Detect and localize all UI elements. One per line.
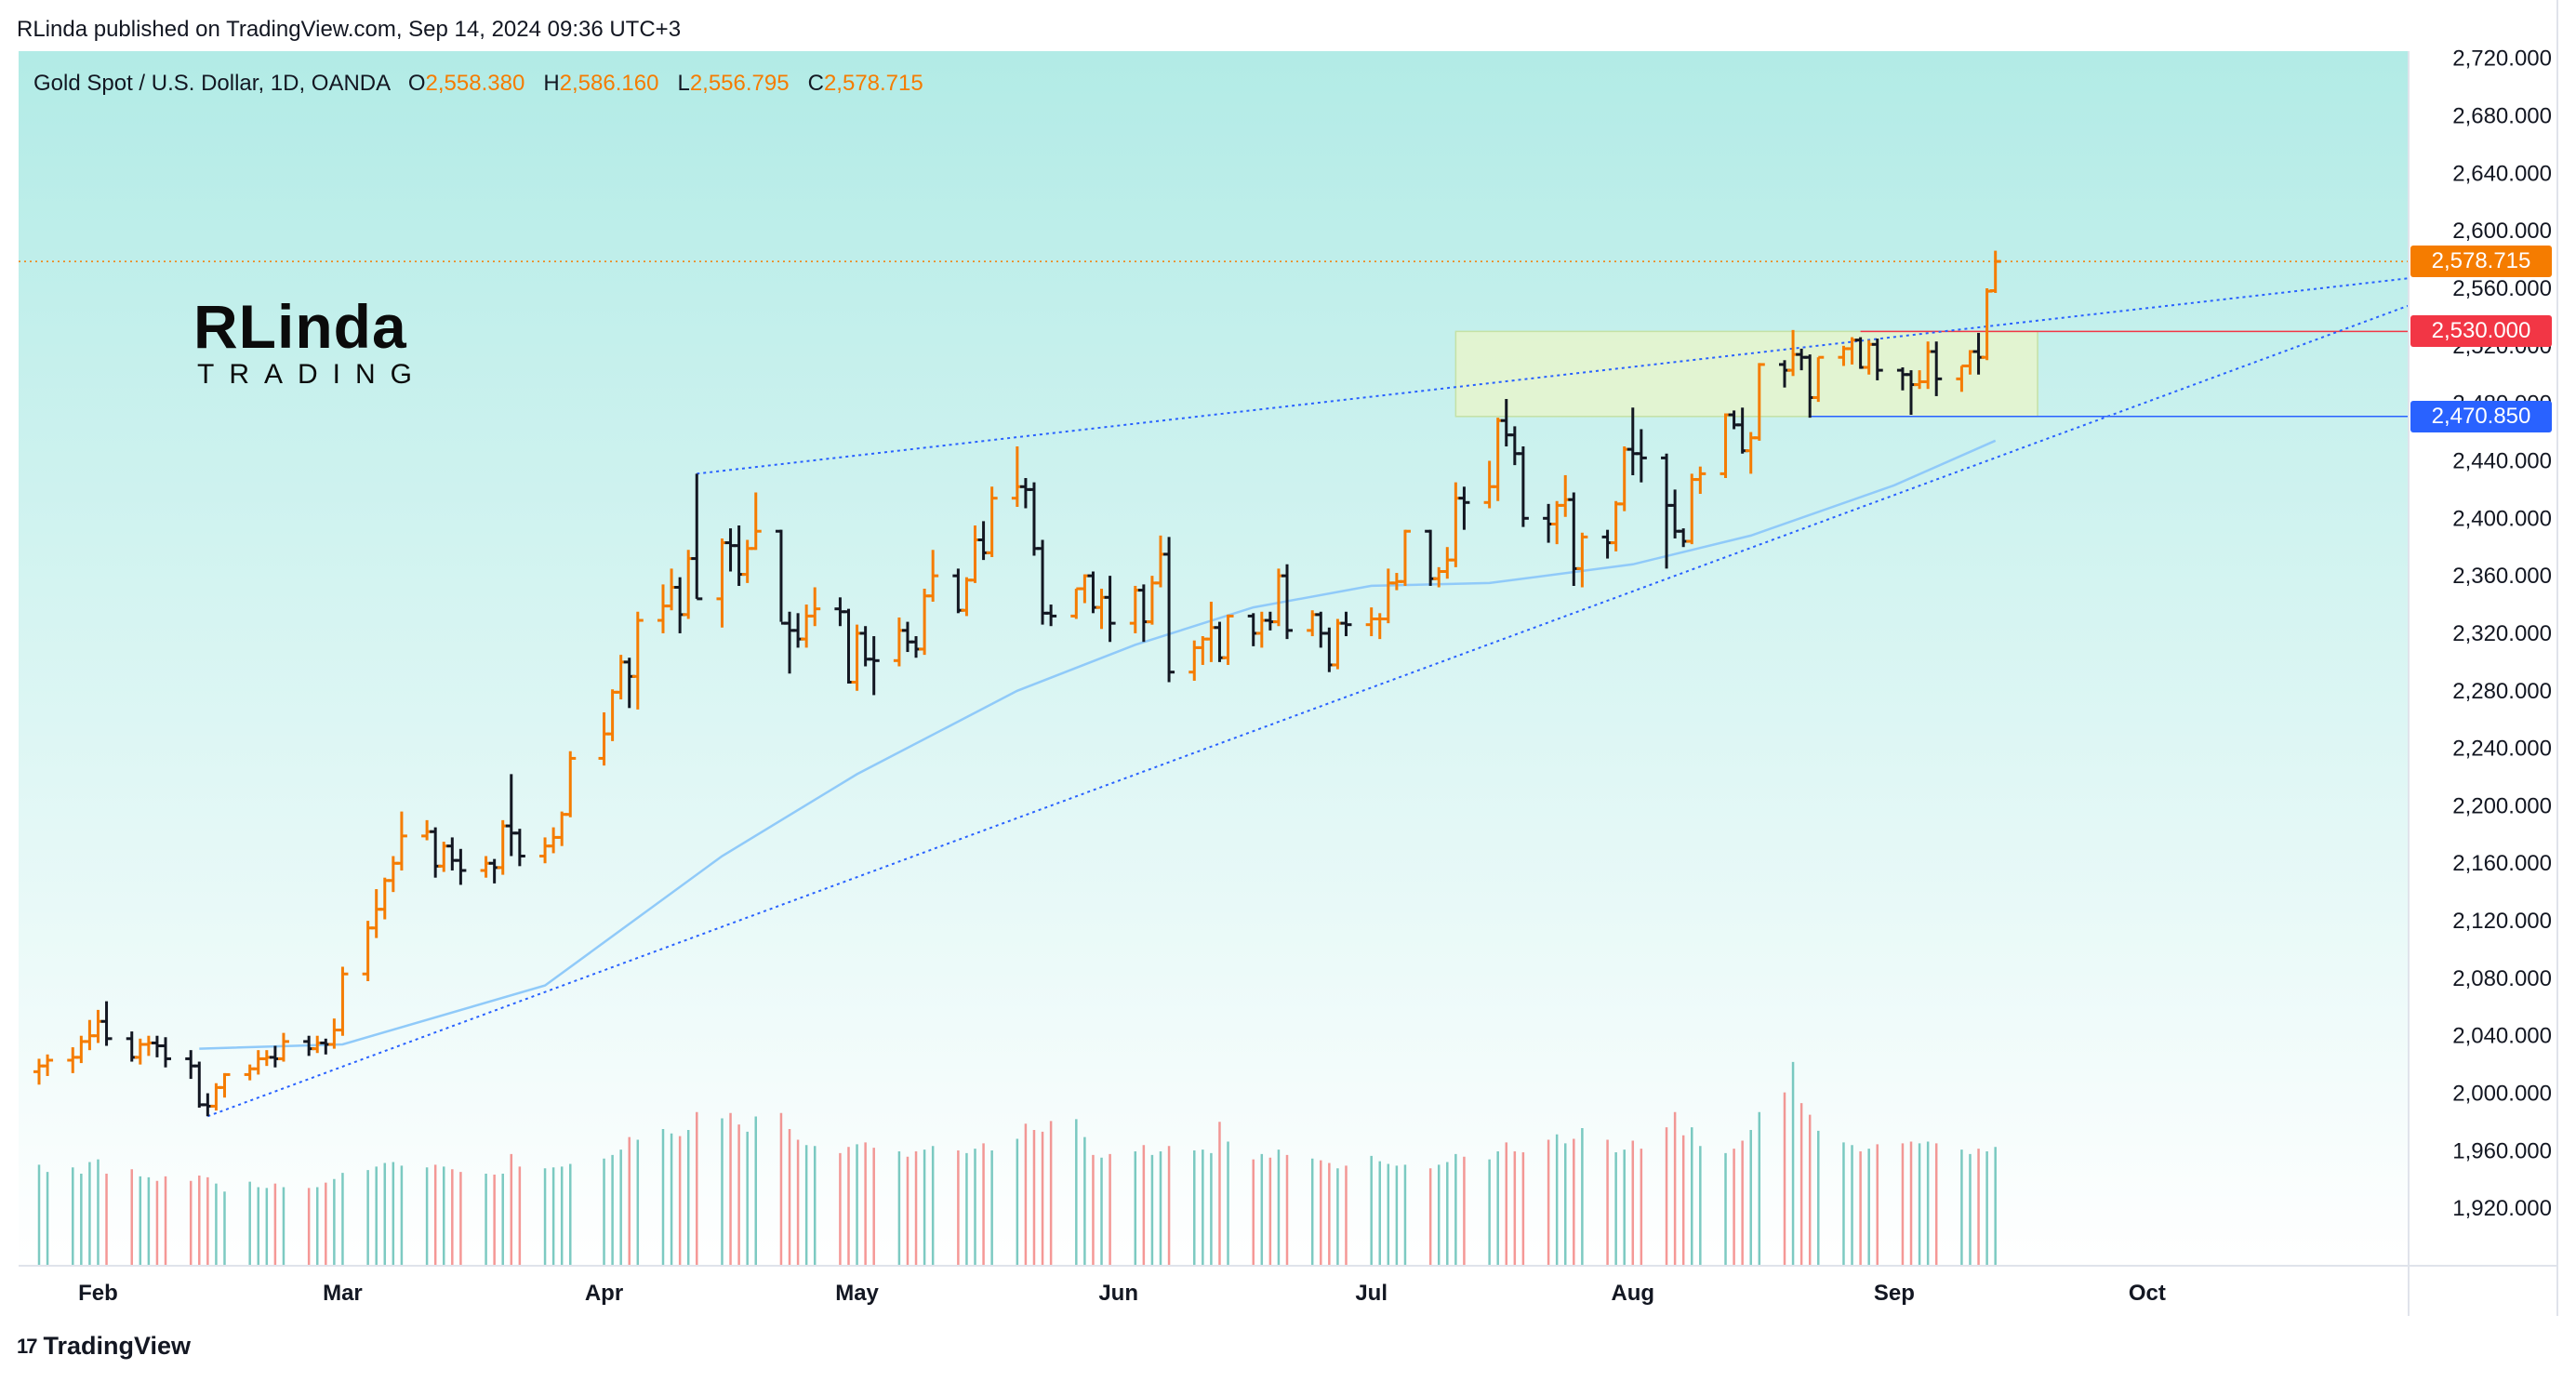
ohlc-bar [809, 587, 821, 627]
price-tick-label: 2,440.000 [2452, 448, 2552, 473]
time-tick-label: Feb [78, 1281, 118, 1306]
tradingview-brand: TradingView [43, 1332, 192, 1360]
ohlc-bar [691, 473, 703, 601]
ohlc-bar [631, 611, 644, 710]
ohlc-bar [1517, 446, 1529, 527]
price-tag: 2,530.000 [2410, 315, 2552, 348]
publish-info: RLinda published on TradingView.com, Sep… [17, 17, 682, 42]
price-tag: 2,470.850 [2410, 400, 2552, 432]
symbol-label: Gold Spot / U.S. Dollar, 1D, OANDA [33, 71, 390, 96]
ohlc-bar [1340, 611, 1352, 637]
price-tick-label: 2,680.000 [2452, 104, 2552, 129]
ohlc-bar [1931, 341, 1943, 396]
time-tick-label: Jul [1355, 1281, 1388, 1306]
volume-series [37, 1061, 1997, 1266]
close-label: C [807, 71, 824, 96]
ohlc-bar [986, 486, 998, 558]
time-tick-label: Mar [323, 1281, 363, 1306]
price-tick-label: 2,080.000 [2452, 966, 2552, 991]
low-label: L [677, 71, 690, 96]
ohlc-legend: Gold Spot / U.S. Dollar, 1D, OANDA O2,55… [33, 71, 923, 97]
price-tick-label: 2,560.000 [2452, 276, 2552, 301]
ohlc-bar [1812, 355, 1825, 403]
ohlc-bar [1753, 363, 1765, 441]
ohlc-bar [100, 1001, 113, 1046]
price-tick-label: 2,000.000 [2452, 1082, 2552, 1107]
moving-average [199, 439, 1997, 1050]
ohlc-series [33, 250, 2001, 1117]
time-tick-label: Oct [2129, 1281, 2166, 1306]
ohlc-bar [1104, 576, 1116, 643]
plot-background [19, 51, 2409, 1266]
trend-lines [207, 277, 2410, 1118]
price-tag: 2,578.715 [2410, 246, 2552, 278]
price-tick-label: 2,160.000 [2452, 851, 2552, 876]
ohlc-bar [1281, 564, 1294, 640]
time-tick-label: Apr [585, 1281, 623, 1306]
open-label: O [407, 71, 426, 96]
ohlc-bar [1635, 429, 1647, 483]
time-tick-label: Sep [1874, 1281, 1915, 1306]
watermark-sub: TRADING [197, 359, 427, 390]
ohlc-bar [1989, 250, 2001, 293]
ohlc-bar [42, 1054, 54, 1076]
time-tick-label: Jun [1098, 1281, 1138, 1306]
high-label: H [543, 71, 560, 96]
time-tick-label: Aug [1611, 1281, 1654, 1306]
ohlc-bar [1694, 466, 1706, 495]
price-tick-label: 2,240.000 [2452, 737, 2552, 762]
time-axis: Feb Mar Apr May Jun Jul Aug Sep Oct [78, 1281, 2166, 1306]
ohlc-bar [1222, 614, 1234, 665]
price-tick-label: 2,280.000 [2452, 679, 2552, 704]
ohlc-bar [1458, 486, 1470, 530]
price-tick-label: 1,960.000 [2452, 1138, 2552, 1163]
moving-average-line [199, 439, 1997, 1050]
open-value: 2,558.380 [425, 71, 525, 96]
ohlc-bar [1045, 605, 1057, 627]
zone-rect [1454, 330, 2038, 418]
price-tick-label: 2,400.000 [2452, 506, 2552, 531]
price-tick-label: 2,320.000 [2452, 621, 2552, 646]
price-tick-label: 2,200.000 [2452, 793, 2552, 818]
ohlc-bar [1399, 529, 1411, 586]
consolidation-zone [1454, 330, 2038, 418]
price-tick-label: 2,040.000 [2452, 1024, 2552, 1049]
ohlc-bar [1871, 339, 1883, 380]
price-tick-label: 2,360.000 [2452, 564, 2552, 589]
ohlc-bar [395, 811, 407, 870]
time-tick-label: May [835, 1281, 879, 1306]
ohlc-bar [219, 1072, 231, 1098]
ohlc-bar [750, 492, 762, 551]
ohlc-bar [277, 1032, 289, 1062]
ohlc-bar [868, 636, 880, 696]
tradingview-logo-icon: 17 [17, 1334, 38, 1358]
trend-line [207, 304, 2410, 1118]
ohlc-bar [1163, 537, 1175, 683]
price-axis: 1,920.000 1,960.000 2,000.000 2,040.000 2,08… [2452, 47, 2552, 1221]
price-tick-label: 1,920.000 [2452, 1196, 2552, 1221]
close-value: 2,578.715 [823, 71, 923, 96]
price-tick-label: 2,600.000 [2452, 219, 2552, 244]
high-value: 2,586.160 [559, 71, 659, 96]
watermark-main: RLinda [193, 292, 407, 361]
ohlc-bar [160, 1037, 172, 1068]
ohlc-bar [513, 829, 525, 867]
ohlc-bar [1576, 532, 1588, 588]
ohlc-bar [337, 966, 349, 1036]
price-tick-label: 2,720.000 [2452, 47, 2552, 72]
trend-line [697, 277, 2410, 475]
price-tick-label: 2,120.000 [2452, 909, 2552, 934]
low-value: 2,556.795 [689, 71, 790, 96]
ohlc-bar [455, 848, 467, 885]
rlinda-watermark: RLinda TRADING [193, 296, 427, 391]
price-tick-label: 2,640.000 [2452, 161, 2552, 186]
ohlc-bar [564, 751, 577, 817]
tradingview-footer[interactable]: 17 TradingView [17, 1332, 191, 1361]
ohlc-bar [927, 550, 939, 602]
